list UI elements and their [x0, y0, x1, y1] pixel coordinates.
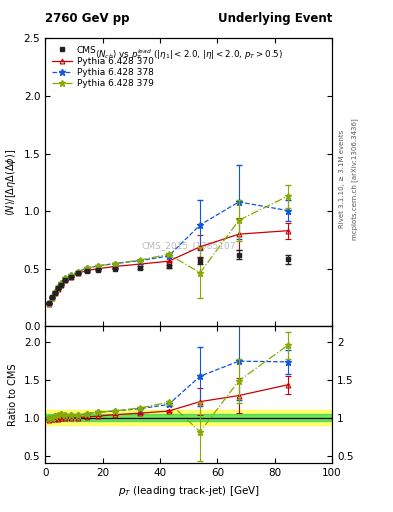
Text: CMS_2015_I1385107: CMS_2015_I1385107 [141, 241, 236, 250]
X-axis label: $p_T$ (leading track-jet) [GeV]: $p_T$ (leading track-jet) [GeV] [118, 484, 260, 498]
Legend: CMS, Pythia 6.428 370, Pythia 6.428 378, Pythia 6.428 379: CMS, Pythia 6.428 370, Pythia 6.428 378,… [50, 43, 156, 91]
Text: $\langle N_{ch}\rangle$ vs $p_T^{lead}$ ($|\eta_1|<2.0$, $|\eta|<2.0$, $p_T>0.5$: $\langle N_{ch}\rangle$ vs $p_T^{lead}$ … [95, 47, 283, 62]
Y-axis label: Ratio to CMS: Ratio to CMS [8, 364, 18, 426]
Text: Rivet 3.1.10, ≥ 3.1M events: Rivet 3.1.10, ≥ 3.1M events [339, 130, 345, 228]
Text: 2760 GeV pp: 2760 GeV pp [45, 12, 130, 25]
Text: mcplots.cern.ch [arXiv:1306.3436]: mcplots.cern.ch [arXiv:1306.3436] [352, 118, 358, 240]
Y-axis label: $\langle N\rangle/[\Delta\eta\Delta(\Delta\phi)]$: $\langle N\rangle/[\Delta\eta\Delta(\Del… [4, 148, 18, 216]
Text: Underlying Event: Underlying Event [218, 12, 332, 25]
